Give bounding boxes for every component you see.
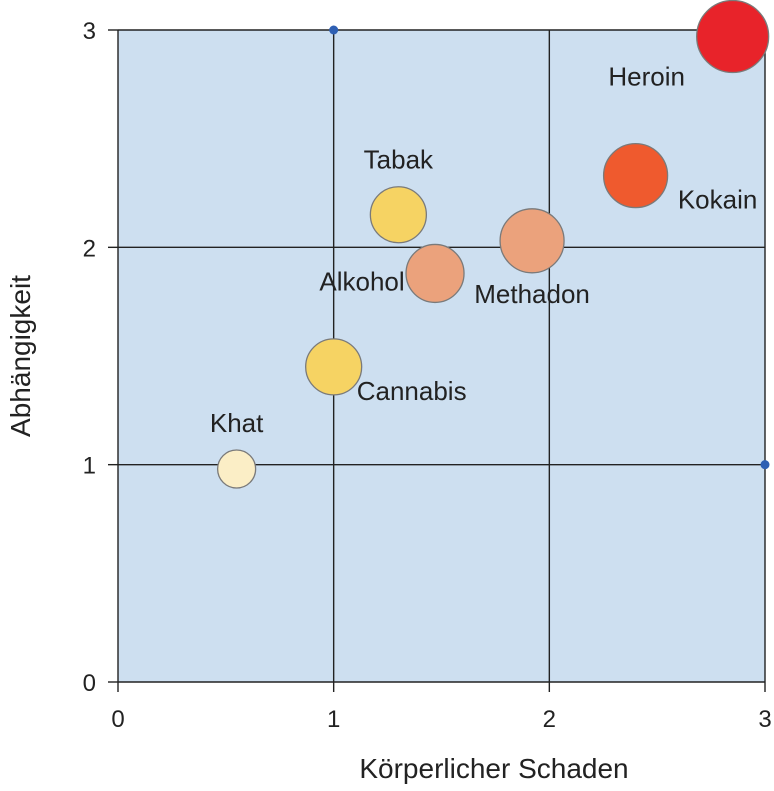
bubble-tabak xyxy=(369,186,428,244)
x-tick-label: 0 xyxy=(111,706,124,733)
y-axis-ticks: 0 1 2 3 xyxy=(83,18,96,697)
x-axis-ticks: 0 1 2 3 xyxy=(111,706,771,733)
bubble-cannabis xyxy=(305,338,363,396)
x-tick-label: 1 xyxy=(327,706,340,733)
corner-marker-0 xyxy=(329,25,339,35)
plot-area xyxy=(118,30,765,682)
y-tick-label: 0 xyxy=(83,670,96,697)
bubble-khat xyxy=(216,449,257,489)
point-label-heroin: Heroin xyxy=(608,62,685,92)
point-label-cannabis: Cannabis xyxy=(357,376,467,406)
x-axis-title: Körperlicher Schaden xyxy=(359,753,628,784)
corner-marker-1 xyxy=(760,460,770,470)
data-labels: Heroin Kokain Methadon Tabak Alkohol Cannabis… xyxy=(210,62,757,438)
y-tick-label: 2 xyxy=(83,235,96,262)
bubble-alkohol xyxy=(405,243,465,304)
x-tick-label: 3 xyxy=(758,706,771,733)
data-points xyxy=(216,0,770,489)
point-label-methadon: Methadon xyxy=(474,279,590,309)
x-tick-label: 2 xyxy=(543,706,556,733)
y-tick-label: 3 xyxy=(83,18,96,45)
corner-markers xyxy=(329,25,770,470)
bubble-heroin xyxy=(696,0,770,74)
bubble-methadon xyxy=(499,208,565,274)
point-label-kokain: Kokain xyxy=(678,185,758,215)
y-axis-title: Abhängigkeit xyxy=(5,275,36,437)
point-label-khat: Khat xyxy=(210,408,264,438)
point-label-alkohol: Alkohol xyxy=(319,266,404,296)
bubble-kokain xyxy=(602,142,669,209)
point-label-tabak: Tabak xyxy=(364,145,434,175)
y-tick-label: 1 xyxy=(83,453,96,480)
